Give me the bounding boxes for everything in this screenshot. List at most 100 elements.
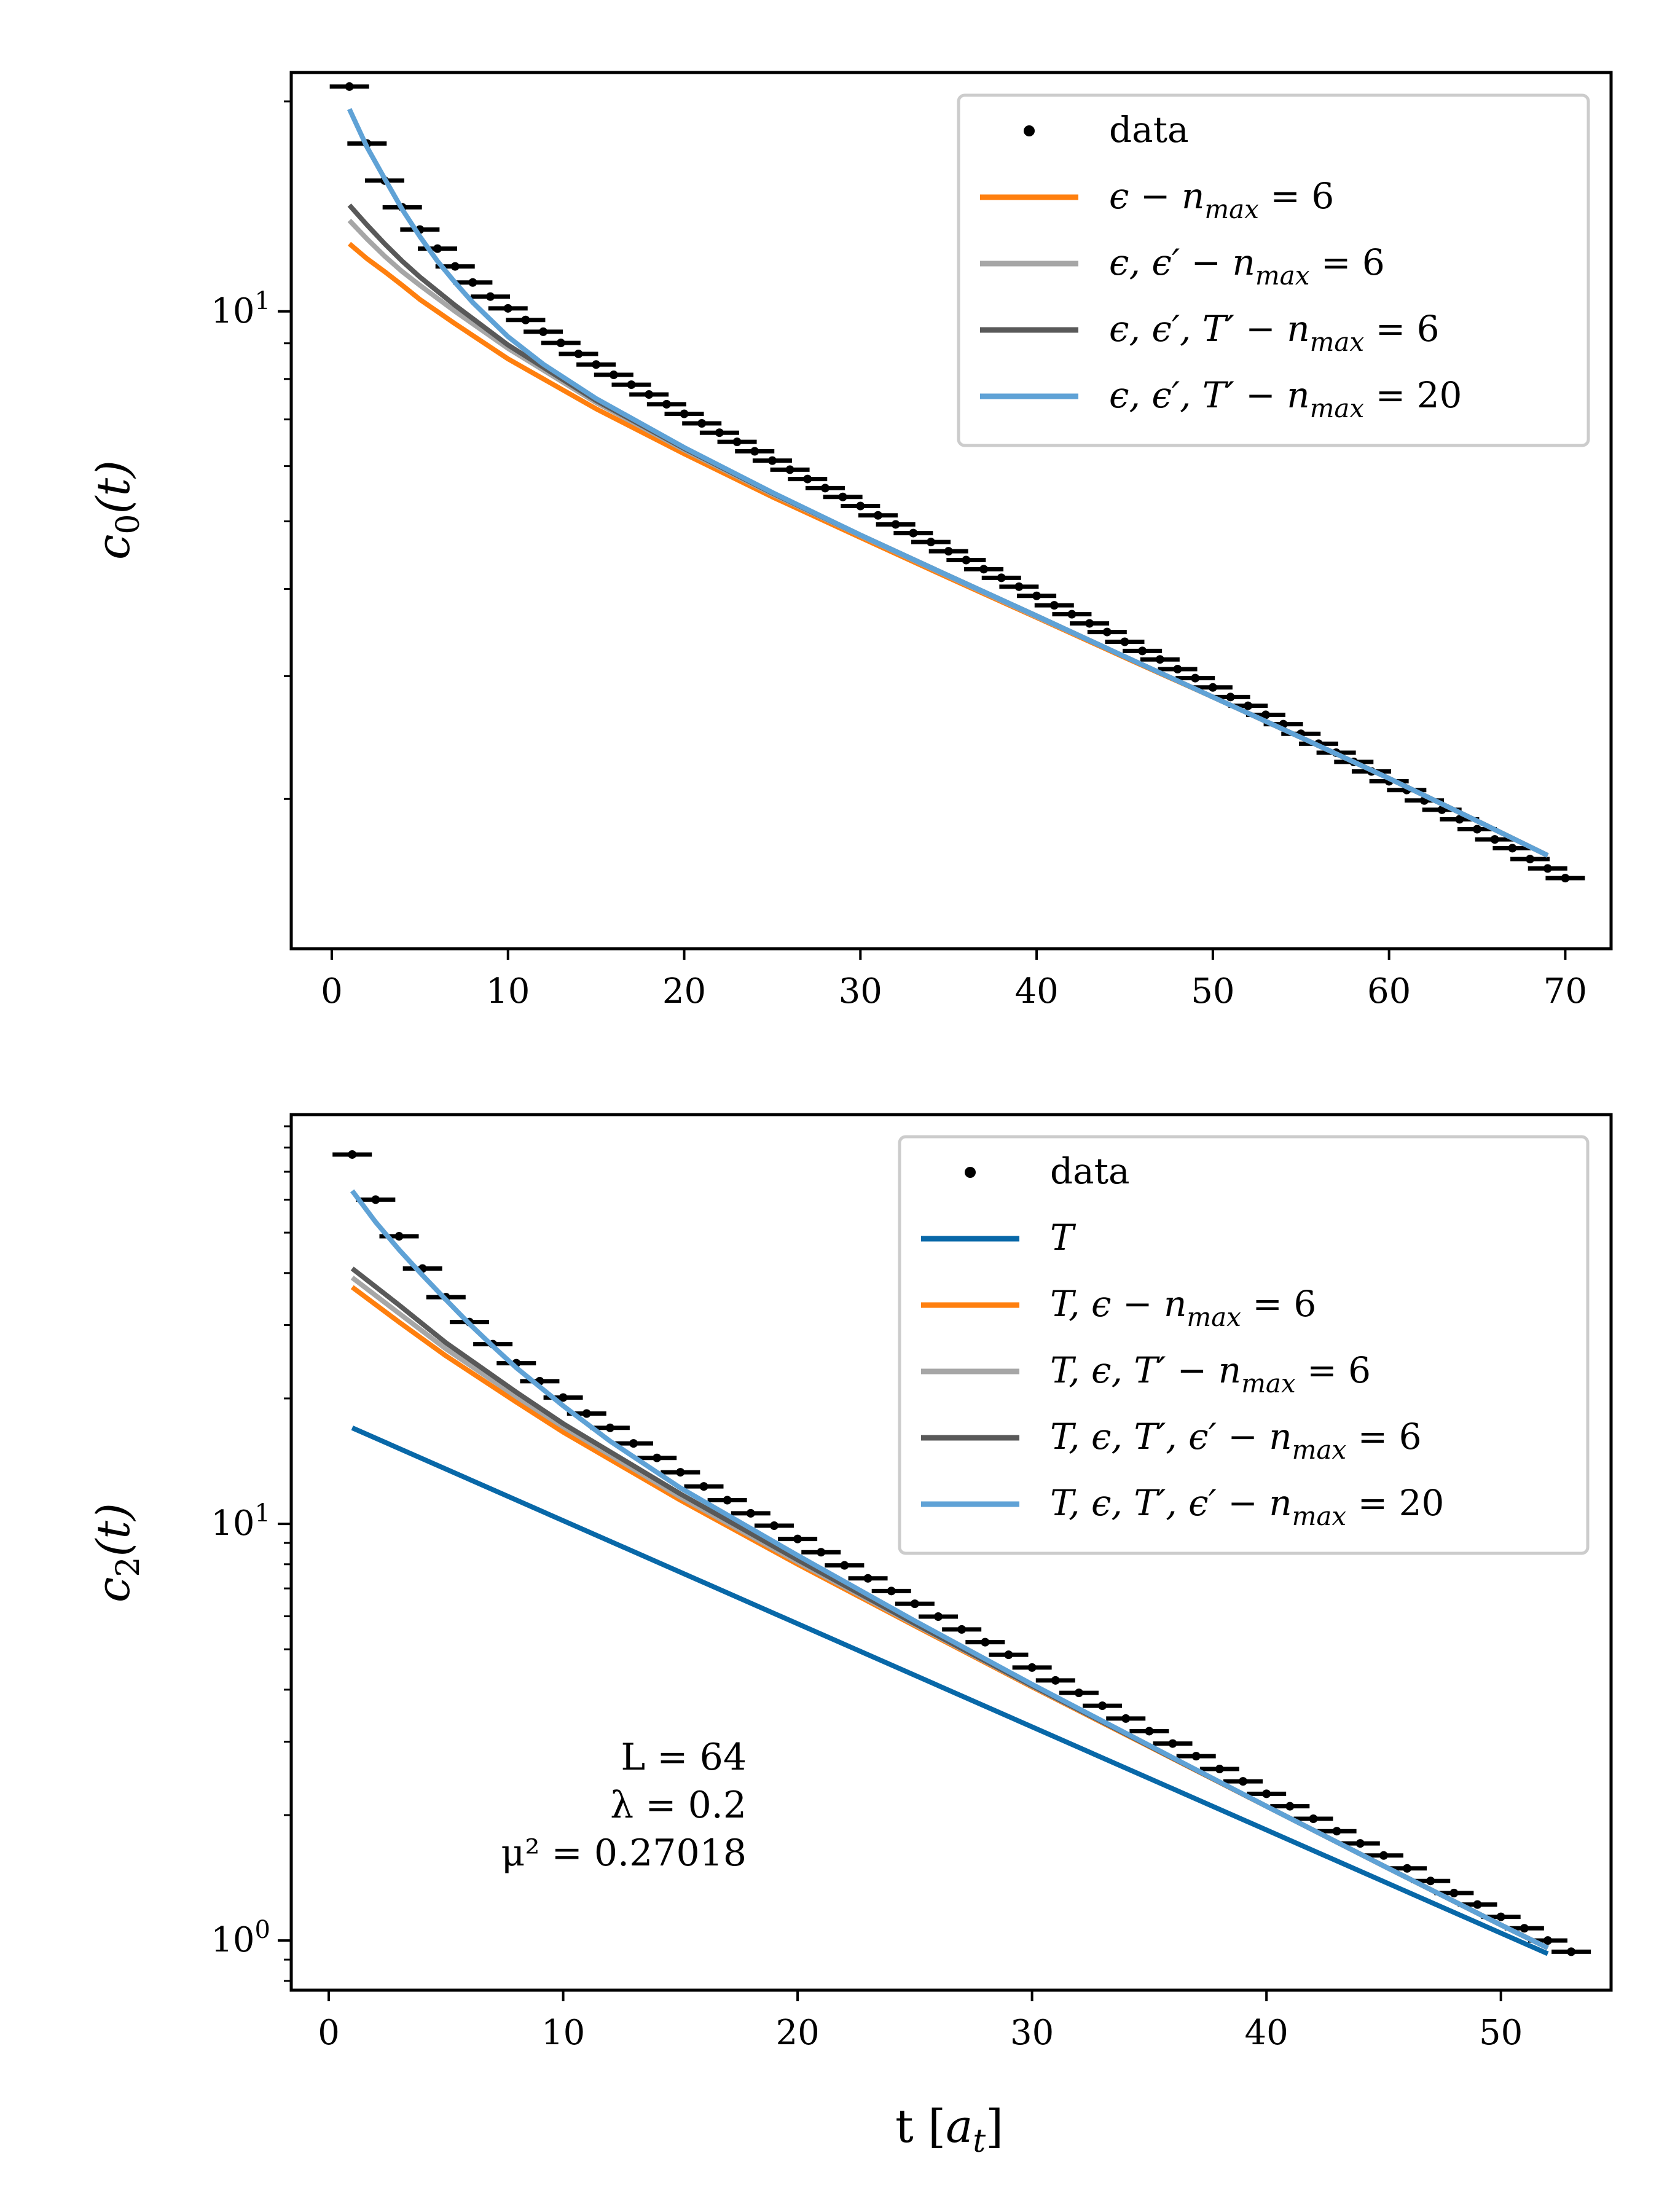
data-point: [910, 1599, 919, 1609]
data-point: [1102, 627, 1112, 637]
x-tick-label: 10: [486, 971, 530, 1011]
annotation: μ² = 0.27018: [501, 1832, 747, 1875]
data-point: [863, 1574, 873, 1583]
data-point: [627, 380, 636, 390]
data-point: [680, 409, 689, 418]
legend-marker: [965, 1167, 976, 1178]
fit-line: [350, 1189, 1549, 1950]
data-point: [873, 511, 882, 520]
data-point: [1208, 683, 1217, 692]
data-point: [793, 1534, 802, 1543]
data-point: [371, 1195, 380, 1204]
legend-label: T, ϵ, T′, ϵ′ − nmax = 6: [1050, 1416, 1422, 1465]
data-point: [1355, 1839, 1365, 1848]
data-point: [605, 1423, 614, 1432]
data-point: [1027, 1663, 1037, 1672]
data-point: [348, 1150, 357, 1159]
fit-line: [347, 108, 1549, 858]
fit-line: [351, 1426, 1549, 1956]
y-axis-title-top: c0(t): [87, 460, 147, 560]
y-tick-label: 100: [211, 1916, 270, 1960]
annotation: L = 64: [621, 1736, 747, 1779]
data-point: [394, 1232, 404, 1241]
data-point: [1085, 619, 1094, 628]
data-point: [962, 555, 971, 565]
legend-label: T, ϵ, T′, ϵ′ − nmax = 20: [1050, 1482, 1444, 1531]
x-tick-label: 20: [775, 2013, 819, 2053]
data-point: [1379, 1851, 1388, 1860]
data-point: [1191, 1752, 1201, 1761]
data-point: [1473, 825, 1482, 834]
data-point: [1262, 1789, 1271, 1798]
data-point: [1051, 1676, 1060, 1685]
x-tick-label: 60: [1367, 971, 1411, 1011]
data-point: [1285, 1802, 1295, 1811]
data-point: [750, 447, 759, 456]
data-point: [582, 1409, 591, 1418]
data-point: [699, 1482, 708, 1491]
x-tick-label: 40: [1014, 971, 1058, 1011]
data-point: [1261, 710, 1270, 720]
x-tick-label: 50: [1191, 971, 1234, 1011]
data-point: [1526, 855, 1535, 864]
bottom-panel-c2: 0 10 20 30 40 50 100 101 data T T, ϵ − nmax = 6 T, …: [211, 1113, 1613, 2053]
x-tick-label: 50: [1479, 2013, 1523, 2053]
data-point: [609, 371, 618, 380]
x-tick-label: 0: [318, 2013, 340, 2053]
data-point: [840, 1561, 849, 1570]
data-point: [503, 304, 512, 313]
data-point: [1049, 601, 1059, 610]
data-point: [574, 349, 583, 358]
data-point: [1567, 1947, 1576, 1956]
data-point: [1403, 1864, 1412, 1873]
legend-box: [957, 93, 1590, 447]
data-point: [468, 278, 477, 287]
legend-label: data: [1109, 109, 1189, 151]
x-tick-label: 40: [1245, 2013, 1288, 2053]
data-point: [653, 1453, 662, 1462]
x-tick-label: 30: [839, 971, 882, 1011]
x-tick-label: 30: [1010, 2013, 1054, 2053]
legend-marker: [1024, 125, 1035, 136]
data-point: [957, 1625, 967, 1634]
x-tick-label: 20: [662, 971, 706, 1011]
data-point: [1121, 1714, 1131, 1723]
data-point: [1032, 591, 1041, 600]
data-point: [1543, 864, 1552, 873]
data-point: [979, 565, 989, 574]
data-point: [732, 437, 742, 447]
legend-box: [898, 1135, 1590, 1555]
data-point: [345, 82, 354, 91]
data-point: [1473, 1900, 1482, 1909]
x-tick-label: 70: [1543, 971, 1587, 1011]
data-point: [1239, 1777, 1248, 1786]
data-point: [723, 1496, 732, 1505]
legend-label: T: [1050, 1217, 1077, 1258]
data-point: [746, 1508, 755, 1518]
data-point: [997, 573, 1006, 582]
y-tick-label: 101: [211, 1499, 270, 1543]
data-point: [1309, 1814, 1318, 1824]
data-point: [1120, 637, 1129, 646]
data-point: [1426, 1877, 1435, 1886]
data-point: [1520, 1924, 1529, 1933]
data-point: [803, 474, 812, 484]
data-point: [856, 501, 865, 511]
data-point: [1561, 874, 1570, 883]
data-point: [697, 418, 707, 428]
data-point: [769, 1521, 779, 1531]
data-point: [934, 1612, 943, 1622]
x-axis-title: t [at]: [895, 2100, 1003, 2160]
data-point: [785, 465, 794, 474]
data-point: [645, 390, 654, 399]
legend-label: ϵ, ϵ′ − nmax = 6: [1109, 241, 1385, 291]
legend-label: T, ϵ − nmax = 6: [1050, 1283, 1316, 1332]
data-point: [1508, 844, 1517, 853]
data-point: [1543, 1936, 1552, 1945]
data-point: [715, 428, 724, 437]
data-point: [1138, 646, 1147, 656]
data-point: [1449, 1888, 1459, 1897]
data-point: [629, 1439, 638, 1448]
data-point: [817, 1548, 826, 1557]
